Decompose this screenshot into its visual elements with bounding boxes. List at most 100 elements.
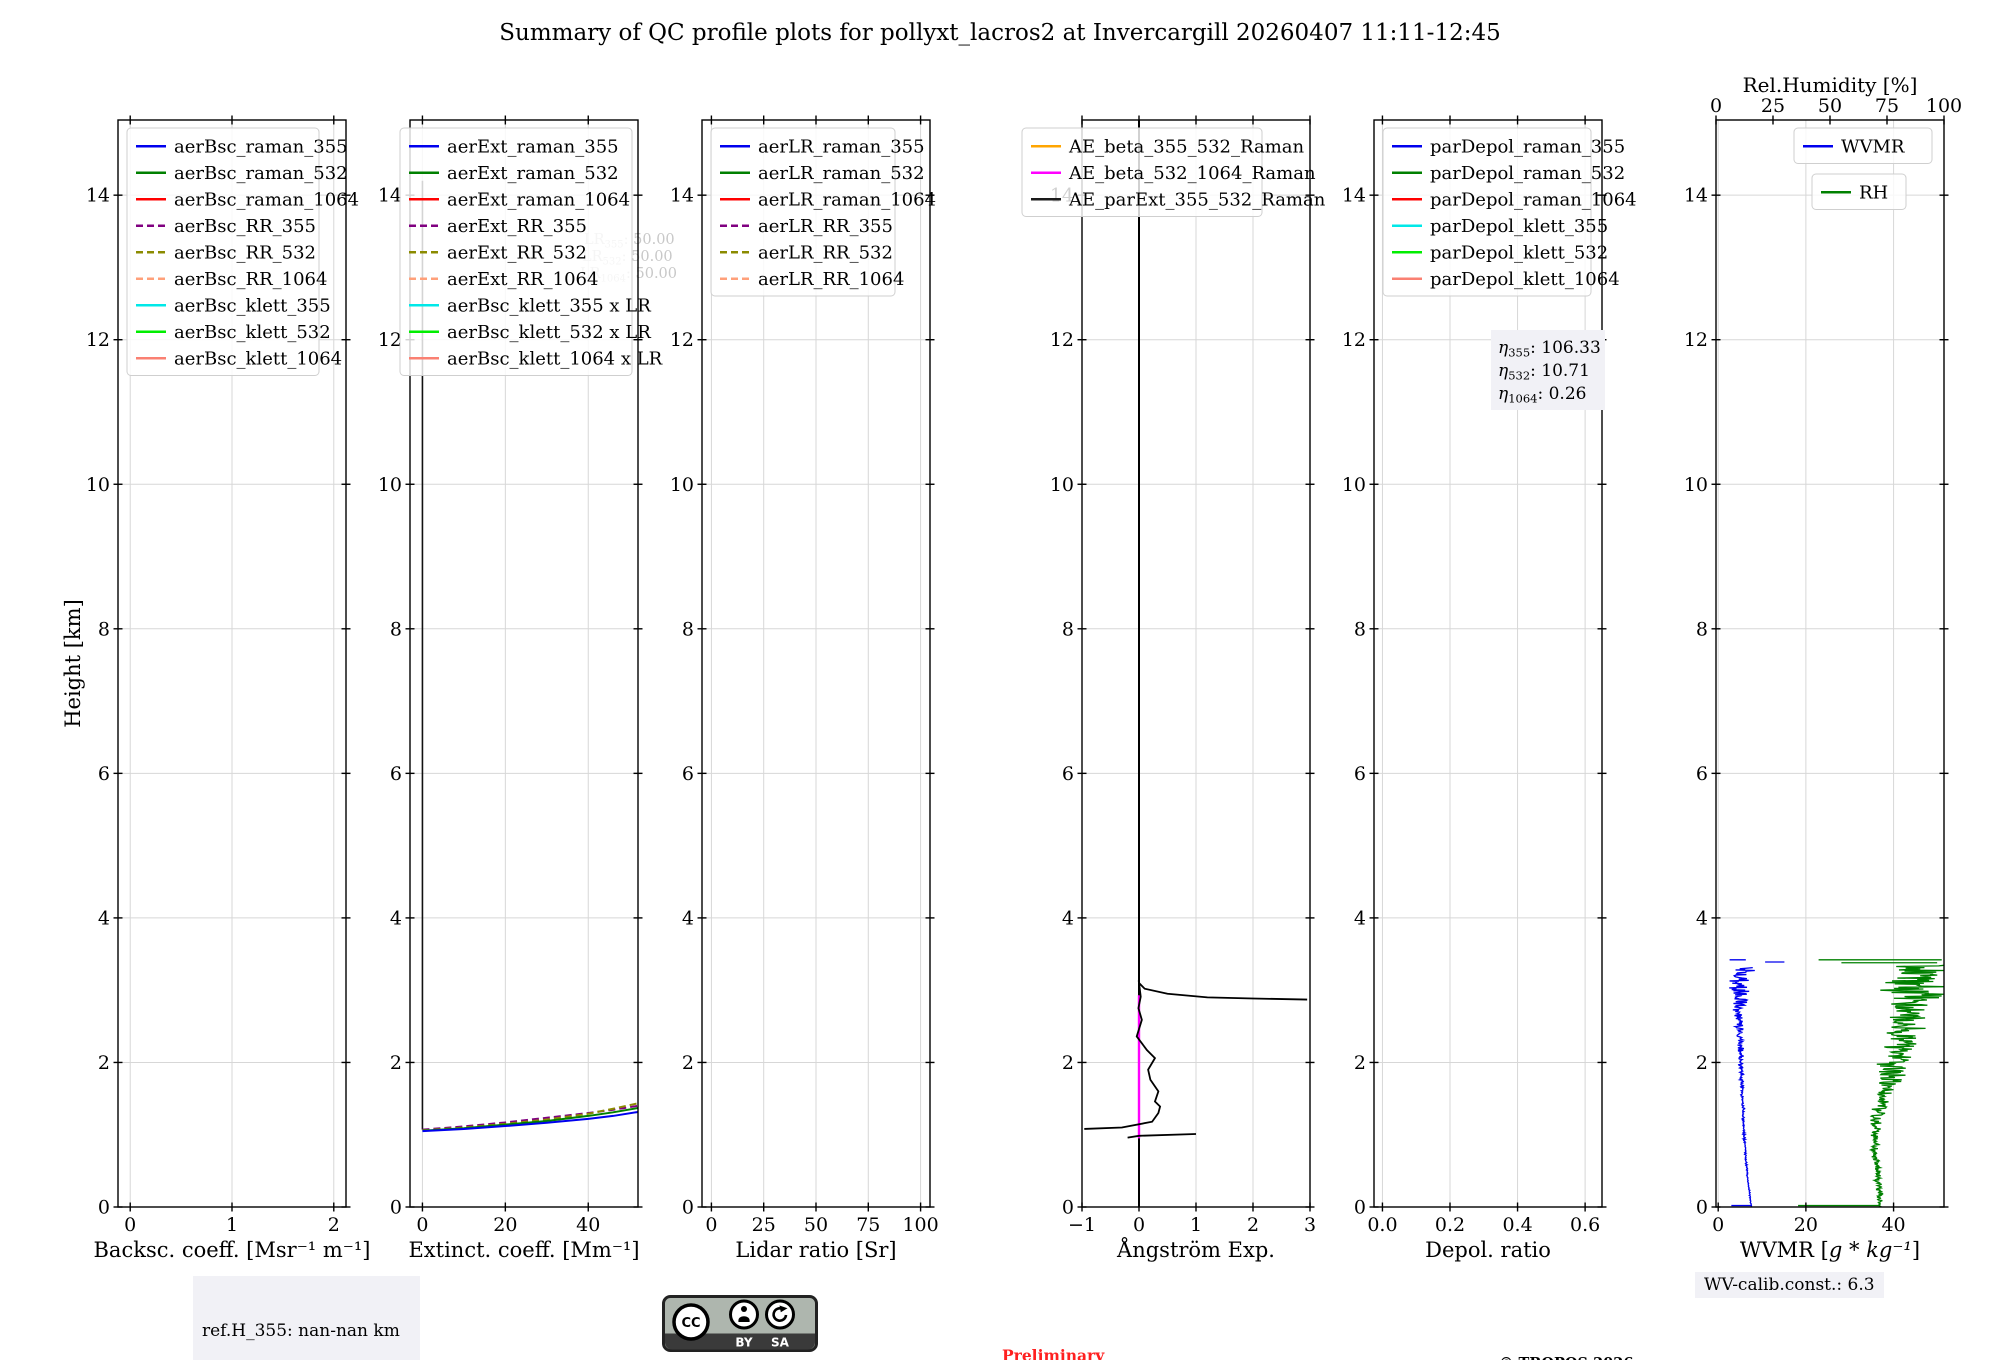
legend-label: aerLR_raman_1064 xyxy=(758,189,936,210)
legend-label: aerLR_RR_355 xyxy=(758,216,893,237)
series-AE_parExt-low-segment xyxy=(1127,1133,1197,1139)
top-tick-label: 0 xyxy=(1710,95,1722,117)
gridlines xyxy=(702,120,930,1208)
wv-calibration-note: WV-calib.const.: 6.3 xyxy=(1695,1272,1884,1298)
panel-lidar-ratio: 0 25 50 75 100 0 2 4 6 8 10 12 14 Lidar ratio [Sr] aer… xyxy=(670,115,939,1262)
panel-wvmr-and-rh: 0 20 40 0 2 4 6 8 10 12 14 WVMR [g * kg⁻¹] Rel.Humid… xyxy=(1684,73,1962,1262)
preliminary-line1: Preliminary xyxy=(1002,1346,1105,1360)
x-axis-label: Backsc. coeff. [Msr⁻¹ m⁻¹] xyxy=(94,1238,371,1262)
x-axis-label: Ångström Exp. xyxy=(1116,1237,1275,1262)
series-aerExt_RR_532 xyxy=(422,1102,638,1132)
legend-label: aerBsc_RR_1064 xyxy=(174,269,327,290)
legend-label: parDepol_raman_355 xyxy=(1430,136,1625,157)
legend-label: parDepol_klett_1064 xyxy=(1430,269,1620,290)
copyright-note: © TROPOS 2026. CC BY SA 4.0 License. xyxy=(1499,1320,1678,1360)
legend-label: aerBsc_klett_1064 xyxy=(174,348,342,369)
legend-label: aerExt_raman_1064 xyxy=(447,189,630,210)
legend-label: aerLR_raman_355 xyxy=(758,136,925,157)
legend-label: aerBsc_klett_355 x LR xyxy=(447,295,651,316)
y-tick-label: 12 xyxy=(670,329,694,351)
x-tick-label: 2 xyxy=(328,1214,340,1236)
panel-depolarization-ratio: 0.0 0.2 0.4 0.6 0 2 4 6 8 10 12 14 Depol. ratio η355:… xyxy=(1342,115,1637,1262)
x-tick-label: 0.4 xyxy=(1502,1214,1532,1236)
x-tick-label: 100 xyxy=(902,1214,938,1236)
legend: aerBsc_raman_355 aerBsc_raman_532 aerBsc_r… xyxy=(126,127,359,376)
x-axis-label: Depol. ratio xyxy=(1425,1238,1551,1262)
axis-ticks xyxy=(1369,115,1607,1212)
legend-label: aerExt_RR_355 xyxy=(447,216,587,237)
series-group xyxy=(1084,120,1308,1207)
y-tick-label: 6 xyxy=(390,763,402,785)
legend-label: aerLR_raman_532 xyxy=(758,163,925,184)
legend-label: aerBsc_klett_532 xyxy=(174,322,331,343)
legend-label: aerBsc_raman_1064 xyxy=(174,189,359,210)
legend-label: parDepol_klett_355 xyxy=(1430,216,1608,237)
x-axis-label: Extinct. coeff. [Mm⁻¹] xyxy=(408,1238,639,1262)
legend-label: aerLR_RR_532 xyxy=(758,242,893,263)
series-group xyxy=(1729,959,1944,1207)
preliminary-results-note: Preliminary Results. xyxy=(1002,1312,1104,1360)
legend-label: parDepol_klett_532 xyxy=(1430,242,1608,263)
legend-label: aerExt_RR_1064 xyxy=(447,269,598,290)
y-tick-label: 2 xyxy=(1354,1052,1366,1074)
y-tick-label: 10 xyxy=(1684,474,1708,496)
axis-ticks xyxy=(113,115,351,1212)
legend: parDepol_raman_355 parDepol_raman_532 parD… xyxy=(1382,127,1637,297)
y-tick-label: 14 xyxy=(86,185,110,207)
y-tick-label: 0 xyxy=(1062,1197,1074,1219)
y-tick-label: 4 xyxy=(1062,907,1074,929)
x-tick-label: 0 xyxy=(1133,1214,1145,1236)
axis-ticks xyxy=(697,115,935,1212)
y-tick-label: 10 xyxy=(1050,474,1074,496)
legend-label: AE_beta_355_532_Raman xyxy=(1068,136,1304,157)
y-tick-label: 6 xyxy=(1354,763,1366,785)
badge-by-label: BY xyxy=(735,1336,752,1350)
y-tick-label: 4 xyxy=(682,907,694,929)
person-icon-head xyxy=(741,1306,747,1312)
legend-label: aerBsc_RR_355 xyxy=(174,216,316,237)
legend-label: AE_beta_532_1064_Raman xyxy=(1068,163,1316,184)
legend-label: aerExt_RR_532 xyxy=(447,242,587,263)
legend-label: parDepol_raman_532 xyxy=(1430,163,1625,184)
y-tick-label: 10 xyxy=(86,474,110,496)
legend-label: aerBsc_klett_532 x LR xyxy=(447,322,651,343)
x-tick-label: 50 xyxy=(804,1214,828,1236)
eta-value-line: η532: 10.71 xyxy=(1498,361,1590,383)
cc-by-sa-badge: CC BY SA xyxy=(662,1295,818,1352)
axes-frame xyxy=(409,119,639,1208)
series-AE_parExt_355_532_Raman xyxy=(1084,980,1308,1130)
panel-extinction-coefficient: LR355: 50.00LR532: 50.00LR1064: 50.00020… xyxy=(378,115,677,1262)
y-tick-label: 10 xyxy=(1342,474,1366,496)
axis-tick-labels: 0 25 50 75 100 0 2 4 6 8 10 12 14 xyxy=(670,185,939,1236)
axis-ticks xyxy=(1711,194,1949,1212)
axis-ticks xyxy=(405,115,643,1212)
reference-height-box: ref.H_355: nan-nan km ref.H_532: nan-nan… xyxy=(193,1276,420,1360)
person-icon xyxy=(729,1299,759,1330)
y-tick-label: 14 xyxy=(378,185,402,207)
y-tick-label: 0 xyxy=(1696,1197,1708,1219)
y-tick-label: 10 xyxy=(378,474,402,496)
y-tick-label: 8 xyxy=(98,618,110,640)
y-tick-label: 14 xyxy=(670,185,694,207)
series-RH xyxy=(1868,964,1944,1207)
x-tick-label: −1 xyxy=(1068,1214,1096,1236)
axis-tick-labels: −1012302468101214 xyxy=(1050,185,1316,1236)
x-tick-label: 2 xyxy=(1247,1214,1259,1236)
legend: aerLR_raman_355 aerLR_raman_532 aerLR_rama… xyxy=(710,127,936,297)
series-WVMR xyxy=(1729,966,1755,1207)
x-tick-label: 40 xyxy=(1881,1214,1905,1236)
y-tick-label: 8 xyxy=(390,618,402,640)
share-alike-icon xyxy=(765,1299,795,1330)
legend-label: WVMR xyxy=(1841,136,1905,157)
legend-label: aerBsc_RR_532 xyxy=(174,242,316,263)
legend-label: AE_parExt_355_532_Raman xyxy=(1068,189,1326,210)
axis-tick-labels: 0.0 0.2 0.4 0.6 0 2 4 6 8 10 12 14 xyxy=(1342,185,1600,1236)
y-tick-label: 6 xyxy=(682,763,694,785)
cc-icon xyxy=(672,1303,710,1341)
y-tick-label: 12 xyxy=(378,329,402,351)
x-tick-label: 20 xyxy=(1794,1214,1818,1236)
x-tick-label: 25 xyxy=(752,1214,776,1236)
top-tick-label: 75 xyxy=(1875,95,1899,117)
series-aerExt_RR_355 xyxy=(422,1104,638,1131)
x-axis-label: WVMR [g * kg⁻¹] xyxy=(1740,1238,1920,1262)
